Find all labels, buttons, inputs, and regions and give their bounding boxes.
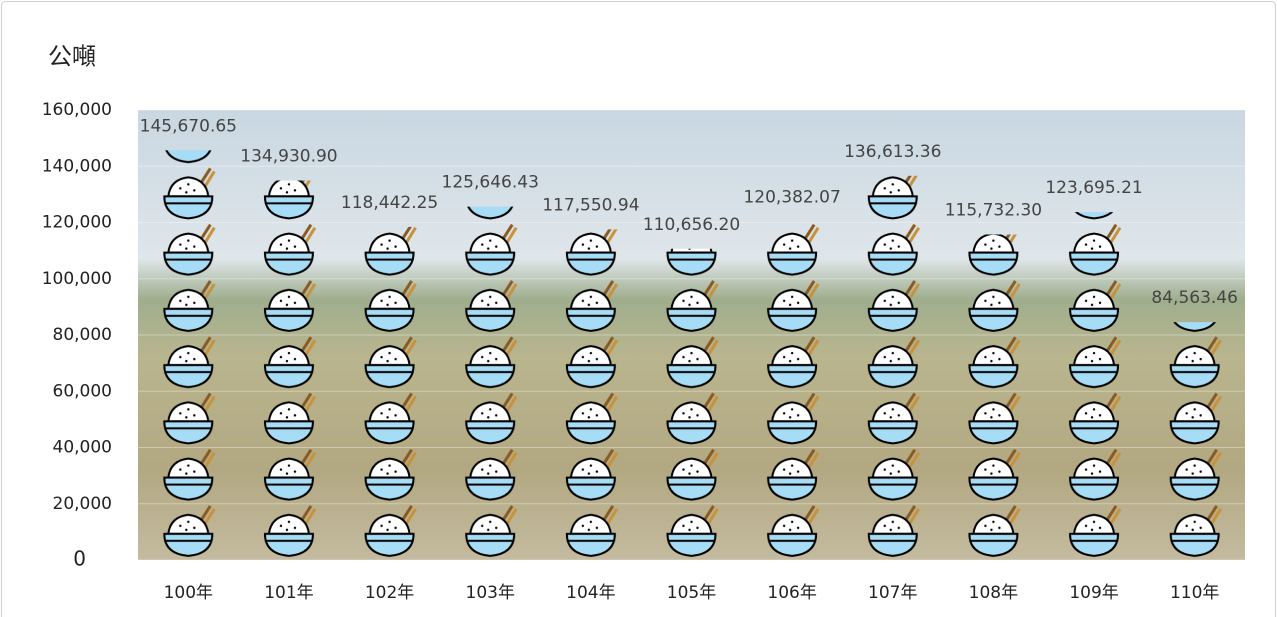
x-tick-label: 109年 — [1069, 583, 1118, 603]
data-label: 117,550.94 — [542, 195, 639, 215]
data-label: 84,563.46 — [1151, 288, 1238, 308]
x-tick-label: 110年 — [1170, 583, 1219, 603]
x-tick-label: 108年 — [969, 583, 1018, 603]
x-tick-label: 102年 — [365, 583, 414, 603]
pictograph-bar — [341, 226, 438, 560]
x-tick-label: 103年 — [466, 583, 515, 603]
x-tick-label: 100年 — [164, 583, 213, 603]
data-label: 145,670.65 — [140, 116, 237, 136]
pictograph-bar — [1045, 212, 1143, 560]
x-tick-label: 107年 — [868, 583, 917, 603]
y-tick-label: 60,000 — [53, 381, 112, 401]
y-tick-label: 140,000 — [42, 156, 112, 176]
y-tick-label: 20,000 — [53, 494, 112, 514]
data-label: 120,382.07 — [743, 187, 840, 207]
y-tick-label: 40,000 — [53, 438, 112, 458]
axis-unit-title: 公噸 — [48, 43, 96, 71]
x-tick-label: 104年 — [566, 583, 615, 603]
pictograph-bar — [140, 150, 237, 560]
x-tick-label: 101年 — [264, 583, 313, 603]
y-tick-label: 0 — [73, 547, 86, 571]
x-tick-label: 106年 — [767, 583, 816, 603]
pictograph-bar — [1146, 322, 1243, 560]
pictograph-bar — [844, 175, 942, 561]
data-label: 118,442.25 — [341, 193, 438, 213]
data-label: 123,695.21 — [1045, 178, 1142, 198]
y-tick-label: 80,000 — [53, 325, 112, 345]
pictograph-bar — [743, 221, 841, 561]
pictograph-bar — [542, 229, 640, 560]
pictograph-bar — [945, 234, 1042, 560]
y-tick-label: 160,000 — [42, 100, 112, 120]
y-tick-label: 120,000 — [42, 213, 112, 233]
data-label: 125,646.43 — [442, 173, 539, 193]
x-tick-label: 105年 — [667, 583, 716, 603]
data-label: 110,656.20 — [643, 215, 740, 235]
y-tick-label: 100,000 — [42, 269, 112, 289]
data-label: 134,930.90 — [240, 147, 337, 167]
data-label: 136,613.36 — [844, 142, 941, 162]
data-label: 115,732.30 — [945, 201, 1042, 221]
pictograph-bar — [240, 180, 338, 561]
pictograph-bar — [643, 248, 740, 561]
pictograph-bar — [441, 206, 539, 560]
